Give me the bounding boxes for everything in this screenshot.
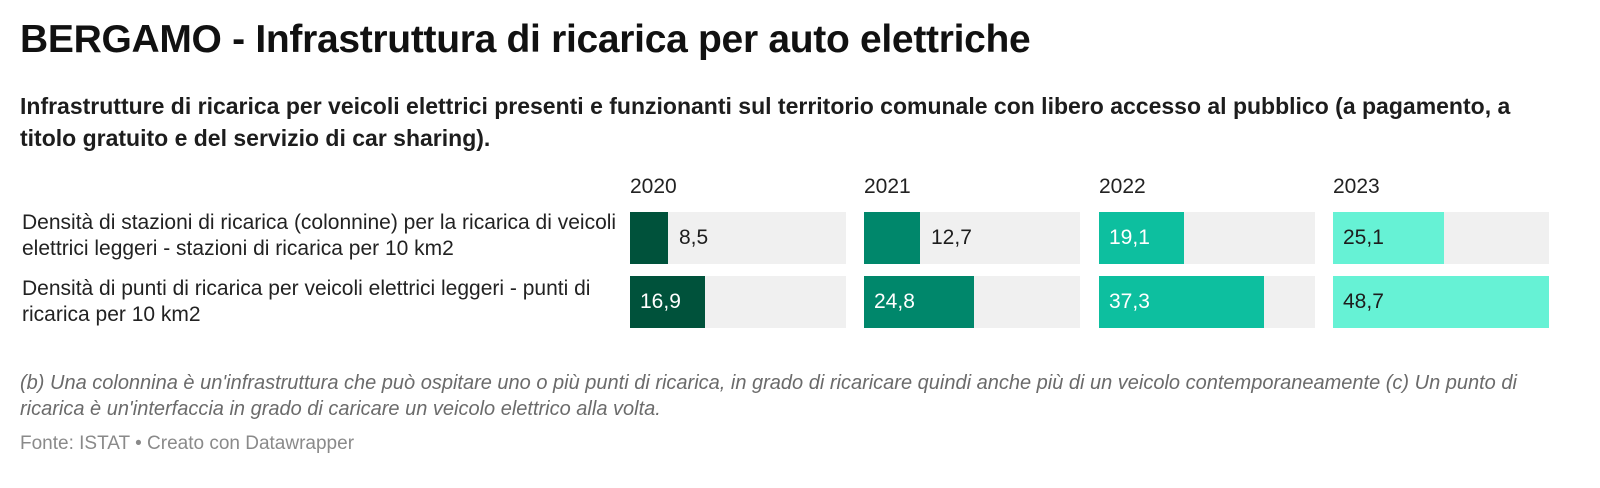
bar-2022-row-1: [1099, 212, 1184, 264]
bar-2021-row-2: [864, 276, 974, 328]
value-label: 24,8: [874, 290, 915, 313]
value-label: 48,7: [1343, 290, 1384, 313]
bar-track: 25,1: [1333, 212, 1549, 264]
bar-track: 8,5: [630, 212, 846, 264]
row-label-2: Densità di punti di ricarica per veicoli…: [22, 277, 591, 326]
value-label: 16,9: [640, 290, 681, 313]
value-label: 25,1: [1343, 226, 1384, 249]
row-label-1: Densità di stazioni di ricarica (colonni…: [22, 211, 617, 260]
bar-track: 19,1: [1099, 212, 1315, 264]
value-label: 8,5: [679, 226, 709, 249]
bar-2023-row-2: [1333, 276, 1549, 328]
column-header-2020: 2020: [630, 175, 677, 198]
bar-track: 48,7: [1333, 276, 1549, 328]
value-label: 37,3: [1109, 290, 1150, 313]
column-header-2023: 2023: [1333, 175, 1380, 198]
bar-track: 37,3: [1099, 276, 1315, 328]
value-label: 19,1: [1109, 226, 1150, 249]
column-header-2021: 2021: [864, 175, 911, 198]
bar-2022-row-2: [1099, 276, 1264, 328]
source-credit: Fonte: ISTAT • Creato con Datawrapper: [20, 433, 355, 454]
chart-title: BERGAMO - Infrastruttura di ricarica per…: [20, 18, 1031, 61]
bar-2020-row-2: [630, 276, 705, 328]
chart-notes: (b) Una colonnina è un'infrastruttura ch…: [20, 372, 1517, 420]
bar-2021-row-1: [864, 212, 920, 264]
column-header-2022: 2022: [1099, 175, 1146, 198]
value-label: 12,7: [931, 226, 972, 249]
bar-2023-row-1: [1333, 212, 1444, 264]
bar-track: 12,7: [864, 212, 1080, 264]
chart-subtitle: Infrastrutture di ricarica per veicoli e…: [20, 93, 1511, 151]
bar-track: 16,9: [630, 276, 846, 328]
bar-2020-row-1: [630, 212, 668, 264]
bar-track: 24,8: [864, 276, 1080, 328]
